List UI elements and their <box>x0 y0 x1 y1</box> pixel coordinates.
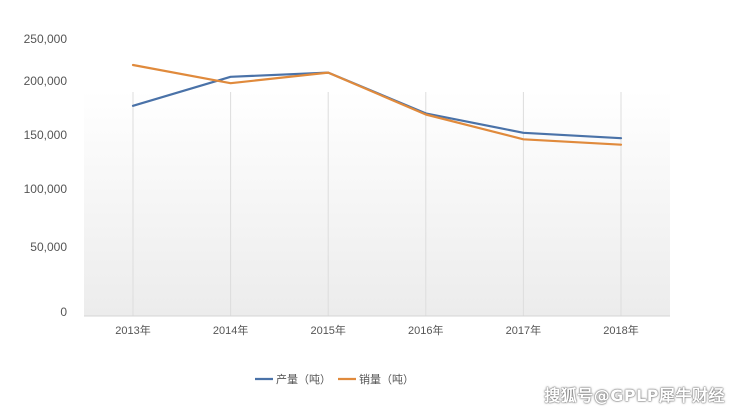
y-tick-label: 200,000 <box>24 74 68 88</box>
y-tick-label: 0 <box>60 305 67 319</box>
x-tick-label: 2014年 <box>213 323 248 337</box>
y-axis: 0 50,000 100,000 150,000 200,000 250,000 <box>24 32 68 319</box>
x-tick-label: 2013年 <box>115 323 150 337</box>
legend-label: 销量（吨） <box>359 372 414 386</box>
plot-area-background <box>84 90 670 316</box>
x-tick-label: 2018年 <box>603 323 638 337</box>
gridlines <box>84 92 670 317</box>
y-tick-label: 250,000 <box>24 32 68 46</box>
legend: 产量（吨） 销量（吨） <box>255 372 414 386</box>
x-tick-label: 2017年 <box>506 323 541 337</box>
y-tick-label: 100,000 <box>24 182 68 196</box>
y-tick-label: 150,000 <box>24 128 68 142</box>
watermark: 搜狐号@GPLP犀牛财经 <box>544 386 725 405</box>
series-line-2 <box>131 63 623 146</box>
x-axis: 2013年 2014年 2015年 2016年 2017年 2018年 <box>115 323 638 337</box>
x-tick-label: 2015年 <box>310 323 345 337</box>
series-lines <box>131 63 623 146</box>
legend-label: 产量（吨） <box>276 372 331 386</box>
y-tick-label: 50,000 <box>30 240 67 254</box>
x-tick-label: 2016年 <box>408 323 443 337</box>
